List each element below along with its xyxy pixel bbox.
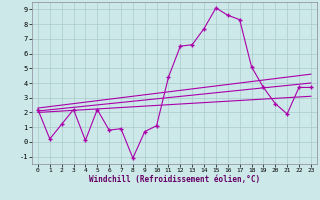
X-axis label: Windchill (Refroidissement éolien,°C): Windchill (Refroidissement éolien,°C) xyxy=(89,175,260,184)
